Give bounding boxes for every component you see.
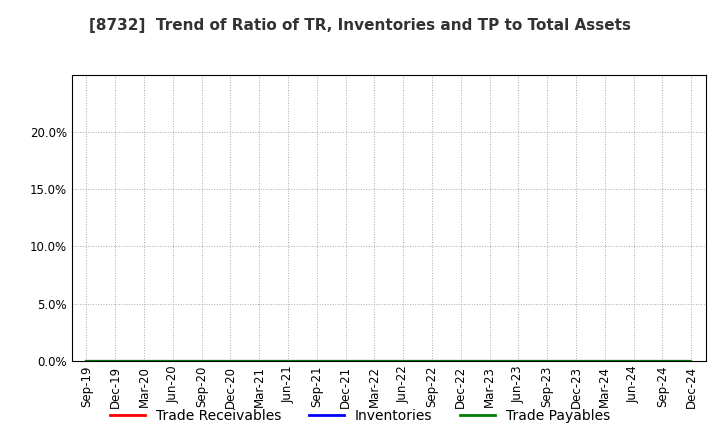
Trade Receivables — [226, 358, 235, 363]
Trade Receivables — [111, 358, 120, 363]
Inventories — [428, 358, 436, 363]
Inventories — [629, 358, 638, 363]
Inventories — [456, 358, 465, 363]
Inventories — [572, 358, 580, 363]
Inventories — [226, 358, 235, 363]
Trade Receivables — [82, 358, 91, 363]
Inventories — [341, 358, 350, 363]
Trade Payables — [140, 358, 148, 363]
Inventories — [485, 358, 494, 363]
Trade Receivables — [370, 358, 379, 363]
Trade Receivables — [456, 358, 465, 363]
Inventories — [399, 358, 408, 363]
Trade Receivables — [255, 358, 264, 363]
Trade Receivables — [341, 358, 350, 363]
Trade Payables — [341, 358, 350, 363]
Inventories — [284, 358, 292, 363]
Trade Payables — [428, 358, 436, 363]
Inventories — [168, 358, 177, 363]
Trade Receivables — [514, 358, 523, 363]
Trade Receivables — [600, 358, 609, 363]
Inventories — [370, 358, 379, 363]
Inventories — [111, 358, 120, 363]
Trade Payables — [658, 358, 667, 363]
Trade Receivables — [687, 358, 696, 363]
Trade Payables — [399, 358, 408, 363]
Trade Payables — [600, 358, 609, 363]
Trade Receivables — [658, 358, 667, 363]
Inventories — [543, 358, 552, 363]
Trade Receivables — [428, 358, 436, 363]
Trade Payables — [82, 358, 91, 363]
Inventories — [82, 358, 91, 363]
Trade Receivables — [312, 358, 321, 363]
Trade Receivables — [168, 358, 177, 363]
Trade Payables — [255, 358, 264, 363]
Trade Payables — [687, 358, 696, 363]
Inventories — [197, 358, 206, 363]
Inventories — [687, 358, 696, 363]
Trade Payables — [543, 358, 552, 363]
Text: [8732]  Trend of Ratio of TR, Inventories and TP to Total Assets: [8732] Trend of Ratio of TR, Inventories… — [89, 18, 631, 33]
Inventories — [658, 358, 667, 363]
Inventories — [255, 358, 264, 363]
Inventories — [312, 358, 321, 363]
Trade Receivables — [399, 358, 408, 363]
Trade Payables — [168, 358, 177, 363]
Trade Receivables — [284, 358, 292, 363]
Trade Payables — [370, 358, 379, 363]
Trade Receivables — [629, 358, 638, 363]
Trade Receivables — [140, 358, 148, 363]
Legend: Trade Receivables, Inventories, Trade Payables: Trade Receivables, Inventories, Trade Pa… — [104, 403, 616, 429]
Trade Payables — [629, 358, 638, 363]
Trade Payables — [197, 358, 206, 363]
Trade Payables — [111, 358, 120, 363]
Trade Payables — [456, 358, 465, 363]
Trade Payables — [514, 358, 523, 363]
Trade Receivables — [197, 358, 206, 363]
Inventories — [600, 358, 609, 363]
Trade Payables — [485, 358, 494, 363]
Trade Receivables — [485, 358, 494, 363]
Trade Receivables — [543, 358, 552, 363]
Trade Payables — [312, 358, 321, 363]
Trade Payables — [284, 358, 292, 363]
Trade Receivables — [572, 358, 580, 363]
Inventories — [514, 358, 523, 363]
Trade Payables — [572, 358, 580, 363]
Trade Payables — [226, 358, 235, 363]
Inventories — [140, 358, 148, 363]
